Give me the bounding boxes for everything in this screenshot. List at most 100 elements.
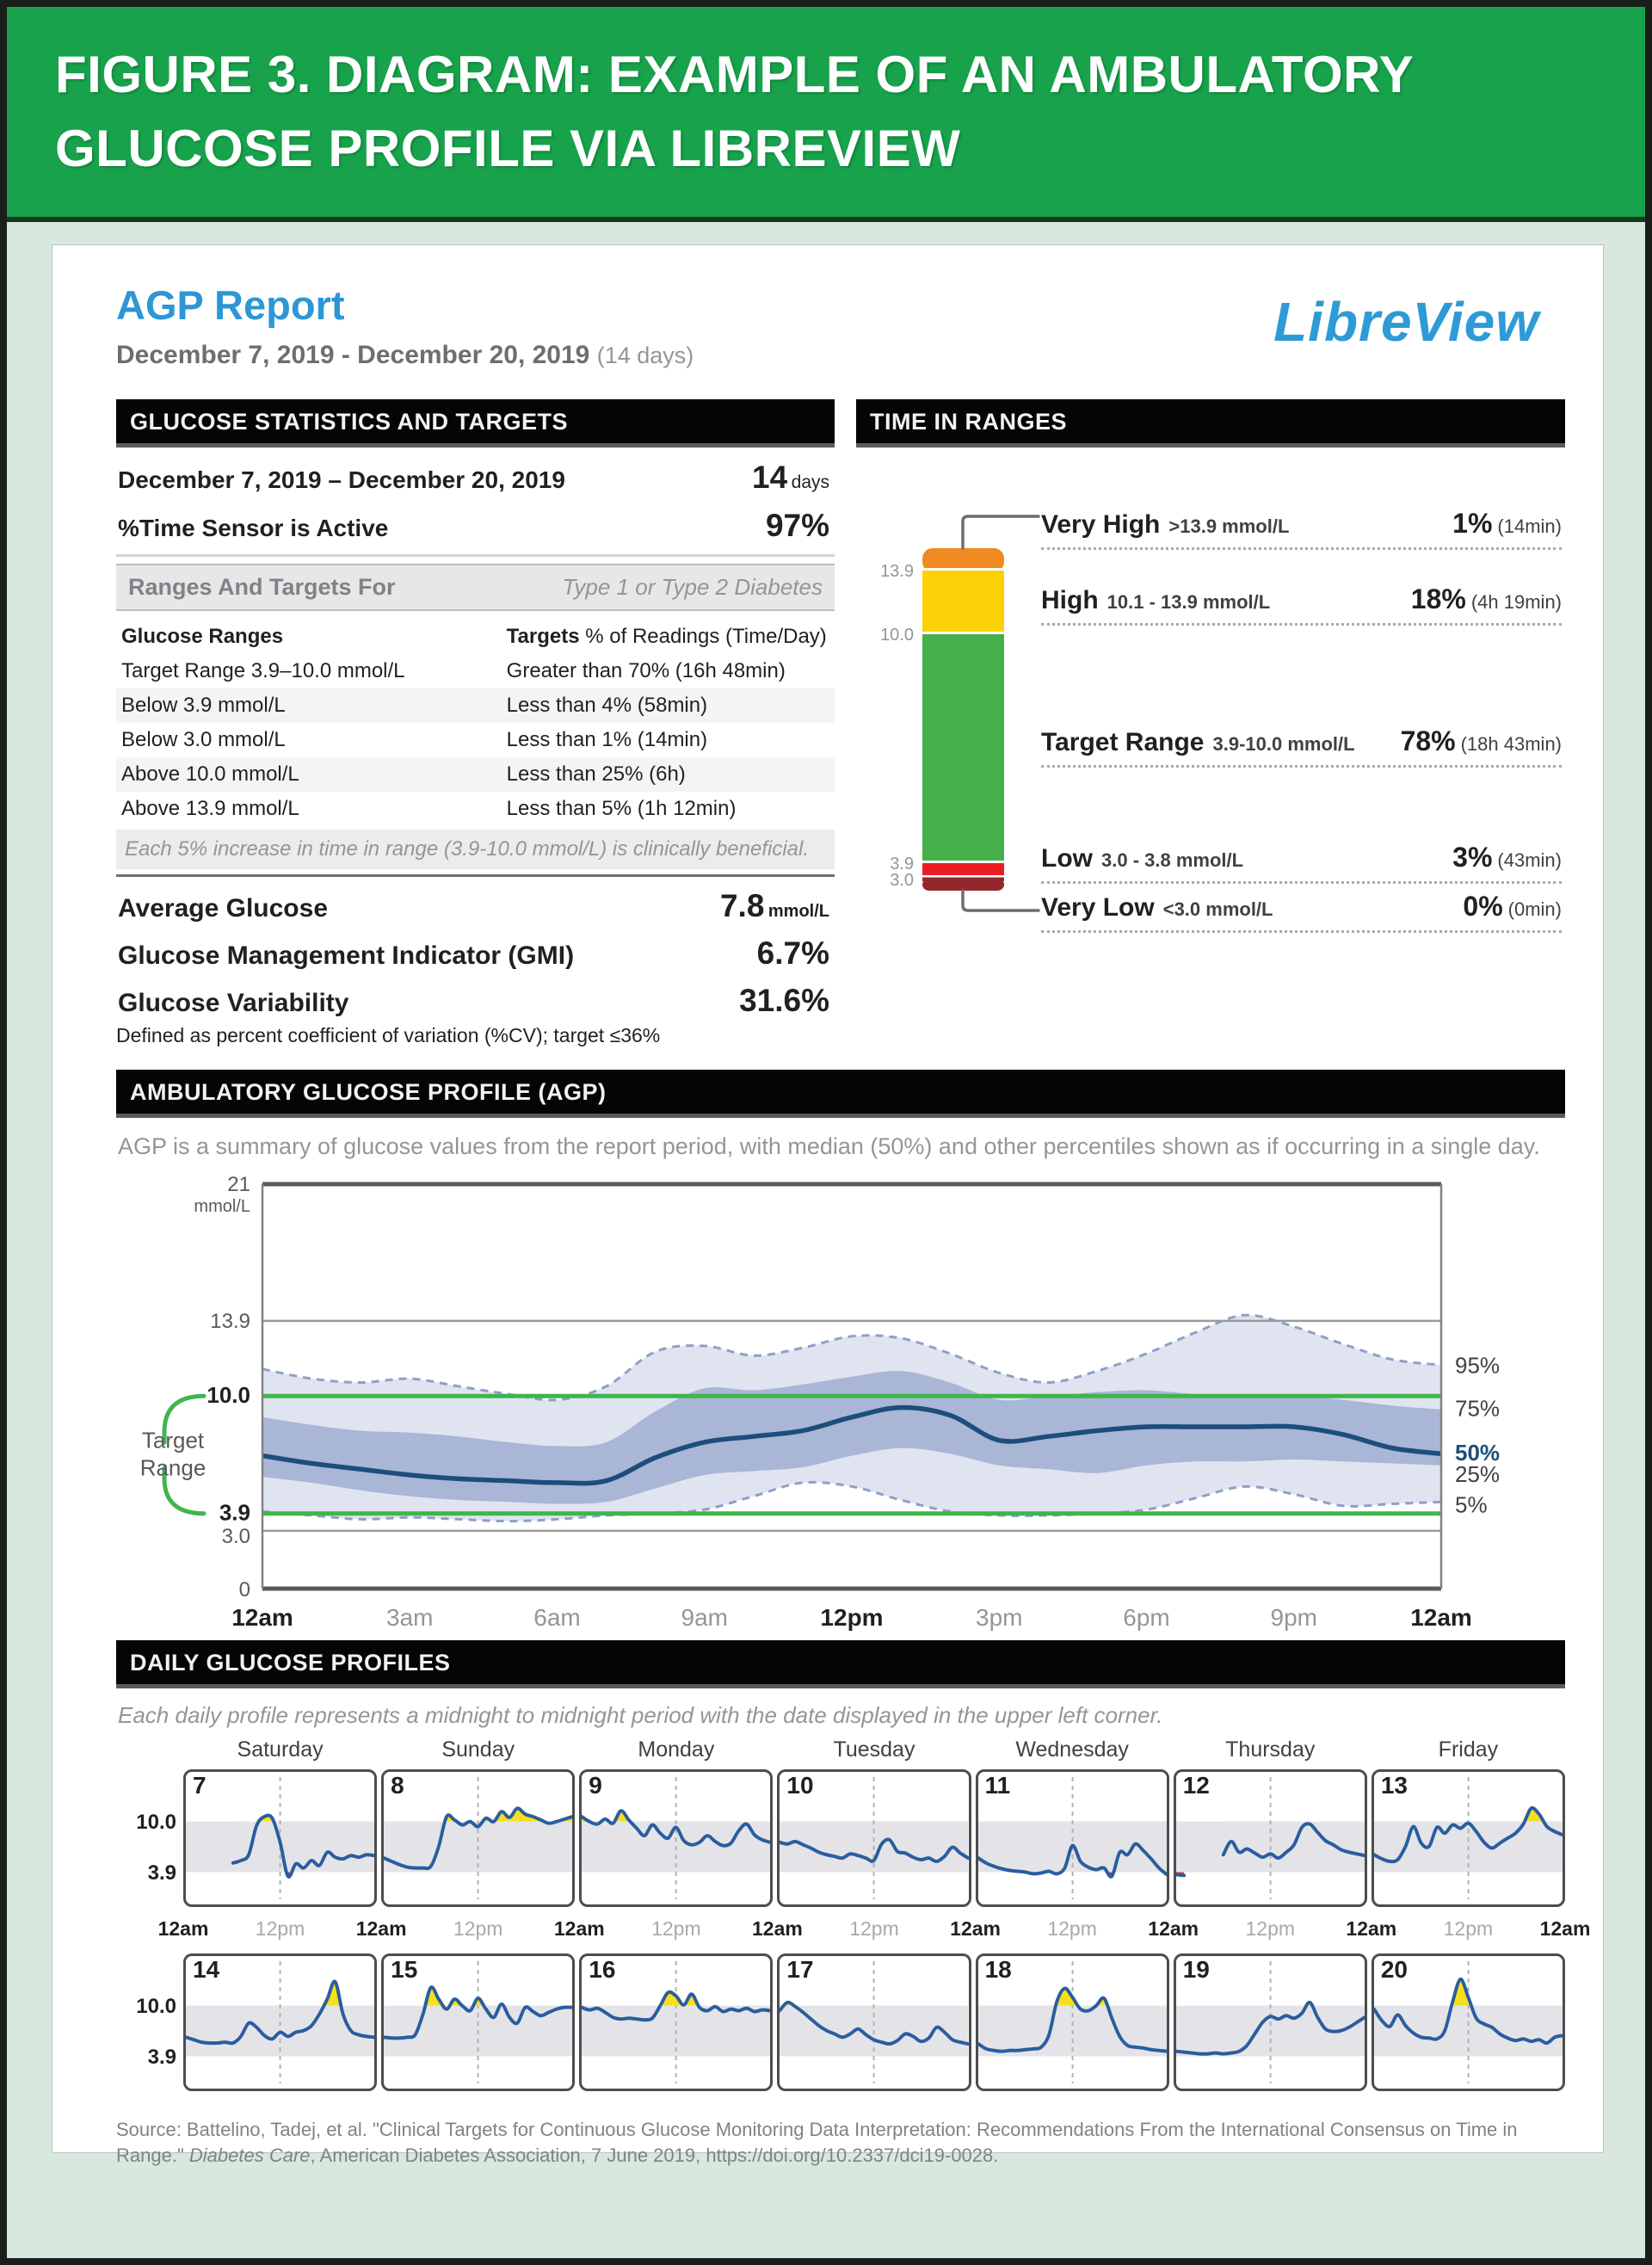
daily-profile-day-12: 12: [1173, 1769, 1367, 1907]
axis-label-12am: 12am: [1346, 1917, 1397, 1940]
svg-text:13.9: 13.9: [880, 562, 914, 581]
svg-text:12am: 12am: [1410, 1604, 1472, 1631]
weekday-label: Sunday: [441, 1737, 515, 1762]
figure-title: FIGURE 3. DIAGRAM: EXAMPLE OF AN AMBULAT…: [55, 38, 1611, 186]
weekday-label: Monday: [638, 1737, 715, 1762]
days-note: (14 days): [596, 343, 694, 368]
days-unit: days: [791, 472, 829, 492]
weekday-label: Wednesday: [1015, 1737, 1129, 1762]
svg-text:Range: Range: [140, 1454, 206, 1480]
svg-text:6pm: 6pm: [1123, 1604, 1169, 1631]
stats-date-row: December 7, 2019 – December 20, 2019 14 …: [116, 447, 835, 496]
diabetes-type-label: Type 1 or Type 2 Diabetes: [562, 574, 823, 600]
agp-percentile-graphic: 21 13.9 10.0 3.93.0 0 mmol/L 12am 3am 6am 9am 12pm…: [140, 1173, 1500, 1631]
svg-text:12pm: 12pm: [820, 1604, 883, 1631]
agp-description: AGP is a summary of glucose values from …: [118, 1133, 1540, 1159]
day-number: 16: [589, 1956, 616, 1983]
svg-text:10.0: 10.0: [880, 626, 914, 645]
svg-text:5%: 5%: [1455, 1492, 1488, 1518]
daily-profile-day-14: 14: [183, 1953, 378, 2091]
daily-profiles-note: Each daily profile represents a midnight…: [118, 1702, 1163, 1728]
daily-axis-cell: 12am 12pm: [356, 1910, 575, 1947]
divider: [116, 554, 835, 557]
ranges-targets-row: Ranges And Targets For Type 1 or Type 2 …: [116, 564, 835, 611]
svg-text:3.9: 3.9: [890, 855, 914, 873]
time-in-ranges-chart: 13.9 10.0 3.9 3.0 Very High >13.9 mmol/L 1%(…: [856, 466, 1565, 983]
daily-axis-cell: 12am 12pm: [752, 1910, 971, 1947]
daily-axis-cell: 12am 12pm: [554, 1910, 773, 1947]
daily-profile-day-18: 18: [975, 1953, 1169, 2091]
gmi-row: Glucose Management Indicator (GMI) 6.7%: [118, 935, 829, 971]
svg-text:3.9: 3.9: [219, 1500, 250, 1526]
clinical-benefit-note: Each 5% increase in time in range (3.9-1…: [116, 830, 835, 869]
source-journal: Diabetes Care: [188, 2145, 311, 2166]
axis-label-12pm: 12pm: [1047, 1917, 1097, 1940]
ranges-targets-label: Ranges And Targets For: [128, 574, 396, 600]
svg-text:3pm: 3pm: [976, 1604, 1022, 1631]
day-number: 11: [984, 1772, 1011, 1799]
daily-profile-day-8: 8: [381, 1769, 576, 1907]
daily-axis-cell: 12am 12pm: [1148, 1910, 1367, 1947]
tir-row-very-low: Very Low <3.0 mmol/L 0% (0min): [1041, 891, 1562, 933]
daily-profiles-header: DAILY GLUCOSE PROFILES: [116, 1640, 1565, 1688]
day-number: 14: [193, 1956, 220, 1983]
svg-text:3.0: 3.0: [890, 871, 914, 890]
glucose-variability-row: Glucose Variability 31.6%: [118, 983, 829, 1018]
svg-text:75%: 75%: [1455, 1396, 1500, 1422]
weekday-label: Saturday: [237, 1737, 324, 1762]
targets-word: Targets: [506, 625, 580, 648]
report-date-range: December 7, 2019 - December 20, 2019 (14…: [116, 341, 693, 370]
daily-profile-day-7: 7: [183, 1769, 378, 1907]
weekday-label: Tuesday: [833, 1737, 915, 1762]
day-number: 17: [786, 1956, 814, 1983]
svg-text:13.9: 13.9: [210, 1310, 250, 1333]
figure-title-line2: GLUCOSE PROFILE VIA LIBREVIEW: [55, 120, 961, 177]
glucose-ranges-table: Glucose Ranges Targets % of Readings (Ti…: [116, 620, 835, 826]
axis-label-12am: 12am: [950, 1917, 1001, 1940]
figure-banner: FIGURE 3. DIAGRAM: EXAMPLE OF AN AMBULAT…: [7, 7, 1645, 222]
axis-label-12am: 12am: [553, 1917, 605, 1940]
table-row: Target Range 3.9–10.0 mmol/L Greater than…: [121, 659, 786, 682]
table-row: Above 13.9 mmol/L Less than 5% (1h 12min): [121, 797, 737, 820]
agp-chart: 21 13.9 10.0 3.9 3.0 0 mmol/L 12am 3am 6am 9am 12pm…: [116, 1165, 1565, 1640]
source-citation: Source: Battelino, Tadej, et al. "Clinic…: [116, 2117, 1519, 2169]
daily-profile-day-17: 17: [777, 1953, 971, 2091]
day-number: 8: [391, 1772, 404, 1799]
daily-profile-day-19: 19: [1173, 1953, 1367, 2091]
time-in-ranges-header: TIME IN RANGES: [856, 399, 1565, 447]
tir-row-low: Low 3.0 - 3.8 mmol/L 3% (43min): [1041, 842, 1562, 884]
tir-row-high: High 10.1 - 13.9 mmol/L 18% (4h 19min): [1041, 583, 1562, 626]
date-range-text: December 7, 2019 - December 20, 2019: [116, 341, 590, 369]
svg-text:9am: 9am: [681, 1604, 728, 1631]
weekday-header-row: Saturday Sunday Monday Tuesday Wednesday Thur…: [116, 1737, 1565, 1762]
axis-label-12pm: 12pm: [849, 1917, 899, 1940]
daily-profile-day-9: 9: [579, 1769, 774, 1907]
daily-profiles-row-2: 14 15 16 17 18 19 20 10.0 3.9: [116, 1953, 1565, 2091]
svg-text:0: 0: [239, 1578, 250, 1602]
day-number: 7: [193, 1772, 206, 1799]
svg-text:25%: 25%: [1455, 1461, 1500, 1487]
variability-value: 31.6%: [739, 983, 829, 1018]
daily-profile-day-13: 13: [1371, 1769, 1565, 1907]
daily-axis-cell: 12am 12pm: [158, 1910, 377, 1947]
svg-text:3.0: 3.0: [222, 1525, 250, 1548]
table-row: Below 3.9 mmol/L Less than 4% (58min): [116, 688, 835, 723]
day-number: 20: [1380, 1956, 1408, 1983]
svg-text:95%: 95%: [1455, 1352, 1500, 1378]
col-targets: Targets % of Readings (Time/Day): [507, 625, 835, 649]
sensor-active-value: 97%: [765, 508, 829, 543]
agp-section-header: AMBULATORY GLUCOSE PROFILE (AGP): [116, 1070, 1565, 1118]
daily-y-label-10: 10.0: [136, 1811, 176, 1834]
sensor-active-label: %Time Sensor is Active: [118, 515, 389, 541]
col-glucose-ranges: Glucose Ranges: [121, 625, 284, 648]
svg-text:mmol/L: mmol/L: [194, 1197, 250, 1216]
day-number: 18: [984, 1956, 1012, 1983]
glucose-statistics-header: GLUCOSE STATISTICS AND TARGETS: [116, 399, 835, 447]
svg-text:9pm: 9pm: [1271, 1604, 1317, 1631]
svg-text:12am: 12am: [231, 1604, 293, 1631]
report-header: AGP Report December 7, 2019 - December 2…: [116, 281, 1565, 370]
weekday-label: Thursday: [1225, 1737, 1316, 1762]
table-row: Below 3.0 mmol/L Less than 1% (14min): [121, 728, 708, 751]
weekday-label: Friday: [1438, 1737, 1499, 1762]
